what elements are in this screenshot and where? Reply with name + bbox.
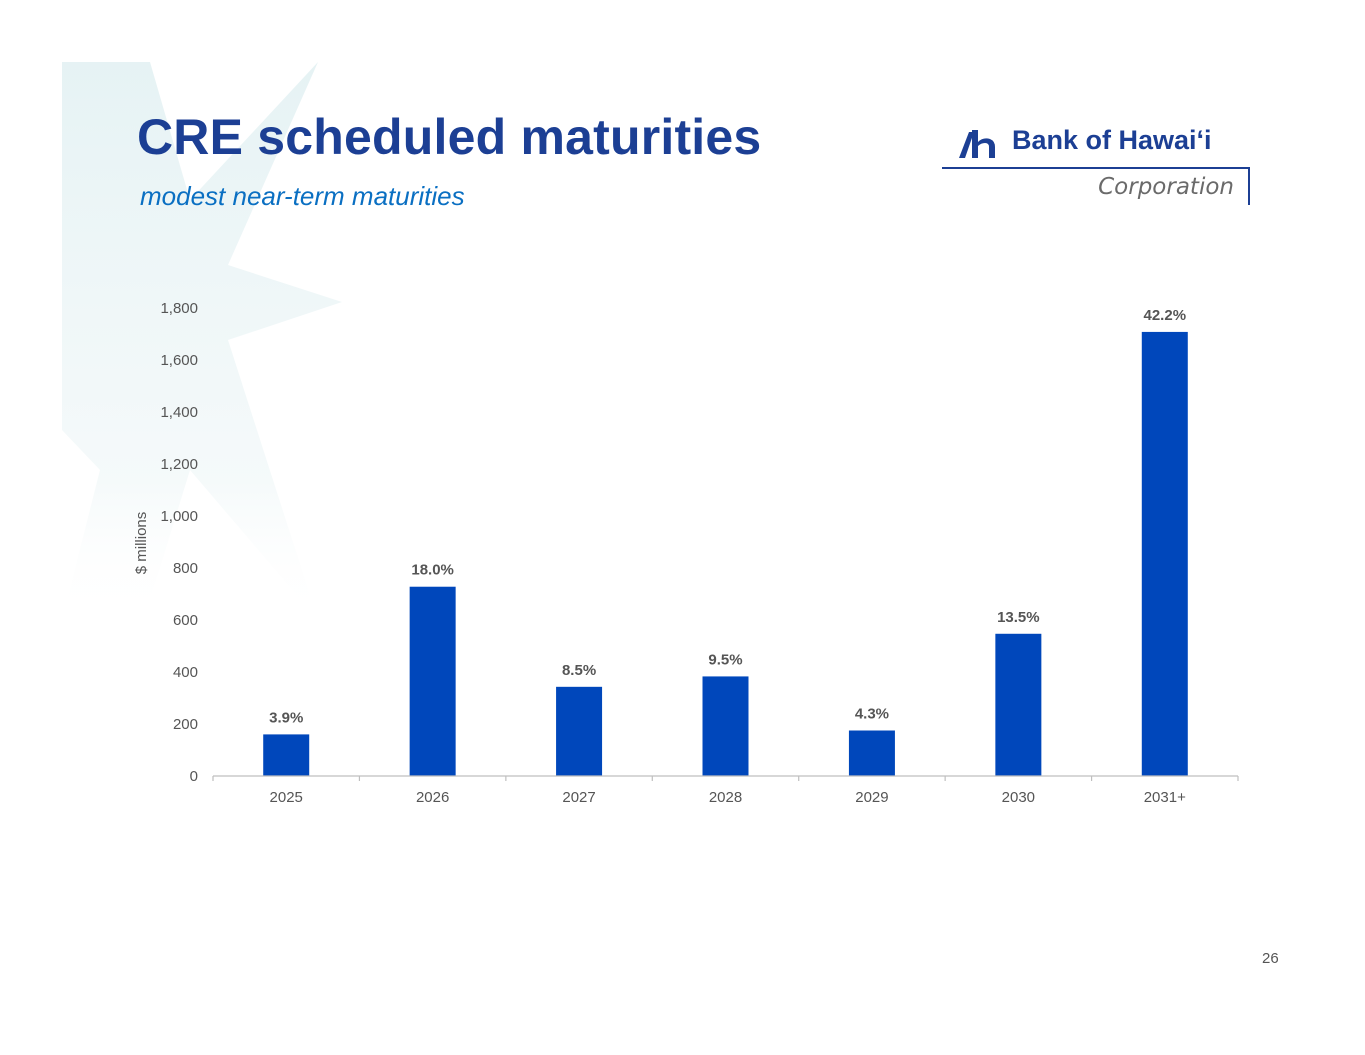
y-axis-title: $ millions	[133, 512, 150, 575]
data-label-2027: 8.5%	[562, 662, 596, 679]
background-star-watermark	[62, 62, 342, 620]
y-tick-label: 1,000	[160, 508, 198, 525]
bar-2026	[409, 586, 456, 776]
data-label-2028: 9.5%	[708, 651, 742, 668]
data-label-2029: 4.3%	[855, 706, 889, 723]
bar-series	[263, 331, 1188, 776]
y-tick-label: 600	[173, 612, 198, 629]
x-tick-label: 2027	[562, 789, 595, 806]
x-tick-label: 2030	[1002, 789, 1035, 806]
logo-divider-vertical	[1248, 167, 1250, 205]
page-number: 26	[1262, 950, 1279, 967]
company-logo: Bank of Hawaiʻi Corporation	[940, 120, 1252, 210]
y-axis-ticks: 0 200 400 600 800 1,000 1,200 1,400 1,600 1,800	[160, 300, 198, 785]
y-tick-label: 800	[173, 560, 198, 577]
logo-name: Bank of Hawaiʻi	[1012, 125, 1212, 155]
y-tick-label: 1,200	[160, 456, 198, 473]
bar-2029	[848, 730, 895, 776]
x-axis: 2025 2026 2027 2028 2029 2030 2031+	[212, 775, 1239, 806]
bar-2025	[263, 734, 310, 776]
data-label-2025: 3.9%	[269, 709, 303, 726]
x-tick-label: 2025	[270, 789, 303, 806]
bank-logo-mark-icon	[959, 130, 995, 158]
logo-divider	[942, 167, 1249, 169]
x-tick-label: 2028	[709, 789, 742, 806]
data-label-2026: 18.0%	[411, 562, 454, 579]
y-tick-label: 1,400	[160, 404, 198, 421]
y-tick-label: 1,800	[160, 300, 198, 317]
data-label-2031+: 42.2%	[1144, 307, 1187, 324]
y-tick-label: 0	[190, 768, 198, 785]
page-title: CRE scheduled maturities	[137, 109, 762, 165]
x-tick-label: 2026	[416, 789, 449, 806]
y-tick-label: 400	[173, 664, 198, 681]
y-tick-label: 1,600	[160, 352, 198, 369]
logo-subtitle: Corporation	[1098, 174, 1234, 200]
bar-2028	[702, 676, 749, 776]
bar-2030	[995, 633, 1042, 776]
y-tick-label: 200	[173, 716, 198, 733]
bar-2031+	[1141, 331, 1188, 776]
page-subtitle: modest near-term maturities	[140, 181, 465, 211]
data-labels: 3.9% 18.0% 8.5% 9.5% 4.3% 13.5% 42.2%	[269, 307, 1186, 726]
x-tick-label: 2029	[855, 789, 888, 806]
bar-2027	[556, 686, 603, 776]
x-tick-label: 2031+	[1144, 789, 1186, 806]
data-label-2030: 13.5%	[997, 609, 1040, 626]
